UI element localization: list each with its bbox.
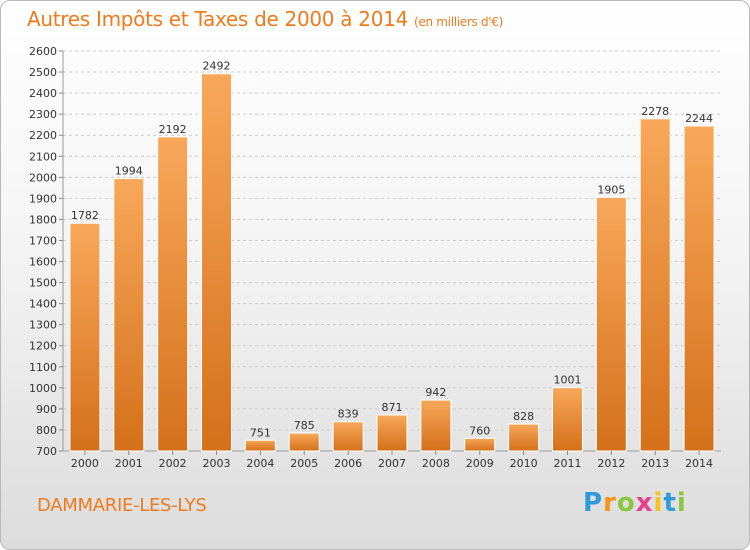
bar-value-label: 2278	[641, 105, 669, 118]
proxiti-logo[interactable]: Proxiti	[583, 488, 687, 518]
bar-value-label: 2492	[203, 60, 231, 73]
bar-2007[interactable]	[376, 414, 408, 452]
y-tick-label: 1700	[29, 234, 57, 247]
y-tick-label: 800	[36, 424, 57, 437]
y-tick-label: 1900	[29, 192, 57, 205]
x-axis-ticks: 2000 2001 2002 2003 2004 2005 2006 2007 2008 2009…	[71, 451, 713, 470]
bar-2013[interactable]	[639, 118, 671, 452]
x-tick-label: 2006	[334, 457, 362, 470]
bar-2005[interactable]	[288, 432, 320, 452]
x-tick-label: 2013	[641, 457, 669, 470]
y-tick-label: 1500	[29, 277, 57, 290]
city-name: DAMMARIE-LES-LYS	[37, 495, 207, 516]
y-tick-label: 1300	[29, 319, 57, 332]
y-tick-label: 2500	[29, 66, 57, 79]
x-tick-label: 2009	[466, 457, 494, 470]
y-tick-label: 1100	[29, 361, 57, 374]
y-tick-label: 1200	[29, 340, 57, 353]
bar-2004[interactable]	[244, 439, 276, 452]
bar-value-label: 1001	[553, 374, 581, 387]
bar-2011[interactable]	[551, 387, 583, 452]
x-tick-label: 2001	[115, 457, 143, 470]
bar-value-label: 751	[250, 426, 271, 439]
x-tick-label: 2008	[422, 457, 450, 470]
bar-2014[interactable]	[683, 125, 715, 452]
x-tick-label: 2007	[378, 457, 406, 470]
y-tick-label: 2300	[29, 108, 57, 121]
bar-value-label: 871	[382, 401, 403, 414]
y-tick-label: 700	[36, 445, 57, 458]
chart-title: Autres Impôts et Taxes de 2000 à 2014 (en…	[27, 7, 503, 31]
x-tick-label: 2002	[159, 457, 187, 470]
y-tick-label: 1600	[29, 256, 57, 269]
x-tick-label: 2014	[685, 457, 713, 470]
chart-subtitle: (en milliers d'€)	[414, 15, 504, 29]
x-tick-label: 2005	[290, 457, 318, 470]
y-tick-label: 900	[36, 403, 57, 416]
bar-2001[interactable]	[113, 178, 145, 452]
bar-value-label: 839	[338, 408, 359, 421]
bar-value-label: 2244	[685, 112, 713, 125]
bar-2000[interactable]	[69, 222, 101, 452]
x-tick-label: 2000	[71, 457, 99, 470]
bar-value-label: 785	[294, 419, 315, 432]
bar-value-label: 1994	[115, 165, 143, 178]
x-tick-label: 2010	[510, 457, 538, 470]
bars: 1782 1994 2192 2492 751 785 839 871 942 760 828 100…	[69, 60, 715, 452]
x-tick-label: 2004	[246, 457, 274, 470]
x-tick-label: 2003	[203, 457, 231, 470]
y-tick-label: 1400	[29, 298, 57, 311]
bar-2008[interactable]	[420, 399, 452, 452]
bar-2002[interactable]	[157, 136, 189, 452]
y-tick-label: 1000	[29, 382, 57, 395]
y-tick-label: 1800	[29, 213, 57, 226]
y-tick-label: 2400	[29, 87, 57, 100]
x-tick-label: 2012	[597, 457, 625, 470]
bar-value-label: 2192	[159, 123, 187, 136]
bar-2009[interactable]	[464, 437, 496, 452]
bar-value-label: 1782	[71, 209, 99, 222]
bar-2003[interactable]	[201, 73, 233, 452]
y-tick-label: 2000	[29, 171, 57, 184]
bar-2006[interactable]	[332, 421, 364, 452]
bar-value-label: 942	[425, 386, 446, 399]
bar-value-label: 760	[469, 424, 490, 437]
chart-title-text: Autres Impôts et Taxes de 2000 à 2014	[27, 7, 408, 31]
y-tick-label: 2100	[29, 150, 57, 163]
y-tick-label: 2600	[29, 45, 57, 58]
bar-2010[interactable]	[508, 423, 540, 452]
bar-2012[interactable]	[595, 196, 627, 452]
y-tick-label: 2200	[29, 129, 57, 142]
bar-value-label: 828	[513, 410, 534, 423]
bar-value-label: 1905	[597, 183, 625, 196]
x-tick-label: 2011	[553, 457, 581, 470]
